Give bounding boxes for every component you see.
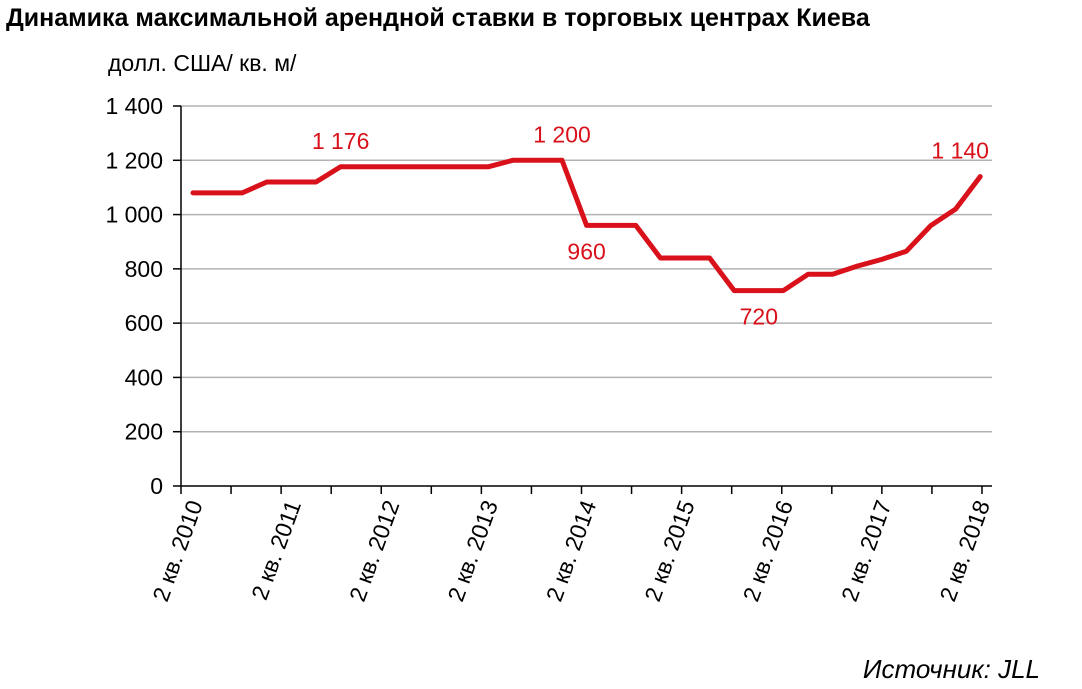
x-tick-label: 2 кв. 2016: [738, 497, 798, 605]
x-tick-label: 2 кв. 2011: [246, 497, 306, 603]
data-label: 1 176: [312, 128, 370, 154]
x-tick-label: 2 кв. 2014: [541, 497, 602, 605]
y-tick-label: 400: [125, 364, 163, 390]
series: [190, 157, 983, 294]
y-tick-label: 800: [125, 256, 163, 282]
x-tick-label: 2 кв. 2013: [442, 497, 502, 605]
y-tick-labels: 0 200 400 600 800 1 000 1 200 1 400: [105, 93, 163, 499]
y-tick-label: 600: [125, 310, 163, 336]
data-label: 720: [740, 304, 778, 330]
x-tick-label: 2 кв. 2018: [934, 497, 994, 605]
data-label: 1 140: [931, 138, 989, 164]
x-tick-label: 2 кв. 2010: [147, 497, 207, 605]
x-tick-label: 2 кв. 2012: [344, 497, 404, 605]
y-axis-unit-label: долл. США/ кв. м/: [108, 50, 297, 76]
data-label: 1 200: [533, 121, 591, 147]
y-tick-label: 1 200: [105, 147, 163, 173]
y-tick-label: 200: [125, 419, 163, 445]
data-label: 960: [567, 238, 605, 264]
y-tick-label: 0: [150, 473, 163, 499]
chart-title: Динамика максимальной арендной ставки в …: [6, 4, 870, 32]
x-tick-labels: 2 кв. 2010 2 кв. 2011 2 кв. 2012 2 кв. 2013…: [147, 497, 995, 605]
x-tick-label: 2 кв. 2017: [836, 497, 896, 605]
y-tick-label: 1 400: [105, 93, 163, 119]
axes: [173, 105, 992, 494]
data-labels: 1 176 1 200 960 720 1 140: [312, 121, 989, 329]
gridlines: [181, 105, 992, 433]
x-tick-label: 2 кв. 2015: [639, 497, 699, 605]
y-tick-label: 1 000: [105, 202, 163, 228]
source-note: Источник: JLL: [862, 654, 1040, 684]
